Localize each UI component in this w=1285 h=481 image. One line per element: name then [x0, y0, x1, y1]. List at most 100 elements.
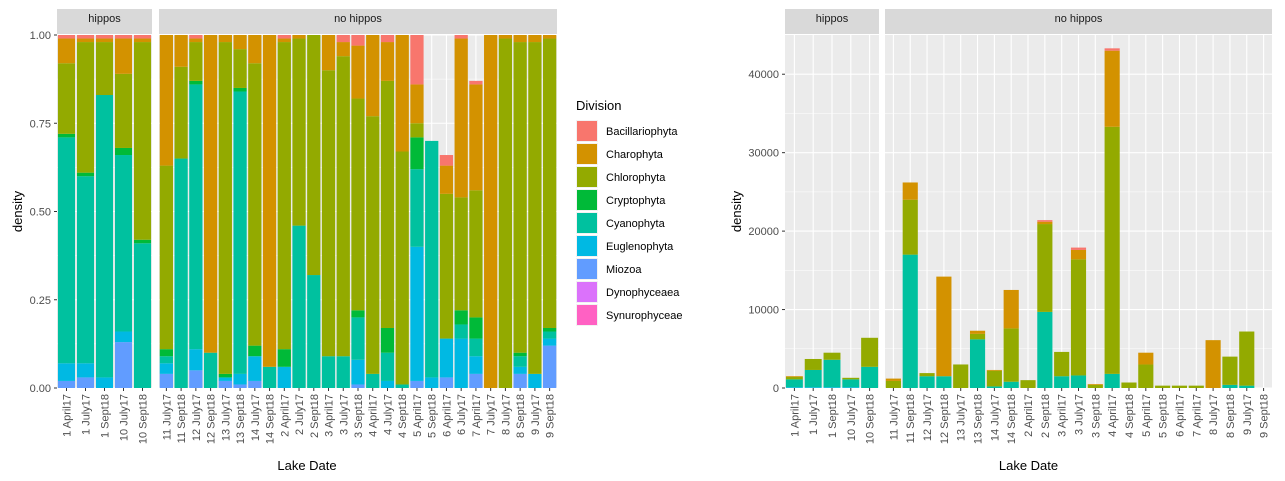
x-tick-label: 1 April17: [62, 394, 74, 437]
y-tick-label: 0.50: [30, 207, 51, 219]
bar-segment: [248, 356, 262, 381]
x-tick-label: 3 July17: [338, 394, 350, 435]
chart-2: hippos 1 April17 1 July17 1 Sept18 10 July17…: [729, 9, 1272, 473]
bar-segment: [454, 324, 468, 339]
bar-segment: [114, 73, 133, 148]
bar-segment: [542, 35, 557, 39]
bar-segment: [277, 42, 291, 350]
x-tick-label: 13 Sept18: [973, 394, 985, 444]
bar-segment: [380, 42, 395, 81]
x-tick-label: 9 July17: [530, 394, 542, 435]
bar-segment: [1104, 48, 1120, 51]
y-tick-label: 10000: [748, 305, 779, 317]
legend-label: Cyanophyta: [606, 218, 666, 230]
y-tick-label: 30000: [748, 148, 779, 160]
bar-segment: [542, 38, 557, 328]
bar-segment: [1138, 364, 1154, 388]
bar-segment: [114, 35, 133, 39]
bar-segment: [1003, 328, 1019, 382]
bar-segment: [189, 370, 203, 388]
legend-title: Division: [576, 98, 622, 113]
bar-segment: [1205, 340, 1221, 388]
legend-swatch: [577, 121, 597, 141]
legend-swatch: [577, 190, 597, 210]
x-tick-label: 1 July17: [808, 394, 820, 435]
y-axis-title: density: [729, 190, 744, 232]
bar-segment: [785, 379, 803, 388]
x-tick-label: 4 April17: [368, 394, 380, 437]
bar-segment: [986, 370, 1002, 387]
bar-segment: [159, 165, 174, 350]
x-tick-label: 9 July17: [1242, 394, 1254, 435]
bar-segment: [76, 35, 95, 39]
bar-segment: [218, 380, 232, 388]
legend-label: Dynophyceaea: [606, 287, 680, 299]
bar-segment: [439, 377, 454, 388]
bar-segment: [902, 199, 918, 255]
facet-label: hippos: [88, 13, 121, 25]
bar-segment: [410, 123, 424, 138]
x-tick-label: 8 Sept18: [515, 394, 527, 438]
bar-segment: [861, 337, 879, 367]
bar-segment: [76, 377, 95, 388]
bar-segment: [1104, 50, 1120, 127]
bar-segment: [351, 317, 365, 360]
bar-segment: [189, 349, 203, 371]
bar-segment: [277, 38, 291, 43]
bar-segment: [233, 49, 247, 88]
bar-segment: [969, 333, 986, 340]
bar-segment: [1037, 311, 1053, 388]
bar-segment: [218, 373, 232, 378]
x-tick-label: 1 April17: [789, 394, 801, 437]
bar-segment: [159, 356, 174, 364]
bar-segment: [513, 373, 527, 388]
bar-segment: [469, 317, 483, 339]
legend-label: Euglenophyta: [606, 241, 674, 253]
bar-segment: [159, 349, 174, 357]
bar-segment: [277, 349, 291, 367]
x-tick-label: 7 April17: [471, 394, 483, 437]
bar-segment: [842, 379, 860, 388]
bar-segment: [969, 330, 986, 334]
bar-segment: [248, 345, 262, 357]
bar-segment: [1003, 289, 1019, 329]
bar-segment: [410, 169, 424, 247]
x-tick-label: 6 July17: [456, 394, 468, 435]
chart-1: hippos 1 April17 1 July17 1 Sept18 10 July17…: [10, 9, 682, 473]
bar-segment: [785, 376, 803, 378]
bar-segment: [366, 35, 380, 117]
legend-label: Miozoa: [606, 264, 642, 276]
bar-segment: [919, 376, 935, 388]
bar-segment: [189, 38, 203, 43]
legend-swatch: [577, 282, 597, 302]
bar-segment: [804, 369, 822, 388]
bar-segment: [885, 380, 901, 388]
bar-segment: [986, 369, 1002, 371]
bar-segment: [351, 45, 365, 99]
x-tick-label: 5 Sept18: [1158, 394, 1170, 438]
bar-segment: [189, 42, 203, 81]
bar-segment: [953, 364, 969, 388]
bar-segment: [351, 384, 365, 388]
bar-segment: [528, 42, 542, 374]
bar-segment: [469, 84, 483, 191]
legend-swatch: [577, 213, 597, 233]
bar-segment: [233, 91, 247, 374]
bar-segment: [321, 70, 336, 357]
x-tick-label: 6 April17: [1174, 394, 1186, 437]
bar-segment: [513, 356, 527, 367]
bar-segment: [292, 35, 306, 39]
bar-segment: [95, 35, 114, 39]
bar-segment: [76, 176, 95, 364]
x-axis-title: Lake Date: [999, 458, 1058, 473]
bar-segment: [1003, 381, 1019, 388]
bar-segment: [1239, 331, 1255, 386]
y-tick-label: 0: [773, 383, 779, 395]
y-tick-label: 20000: [748, 226, 779, 238]
bar-segment: [484, 35, 498, 388]
bar-segment: [513, 35, 527, 43]
bar-segment: [76, 363, 95, 378]
x-tick-label: 11 July17: [888, 394, 900, 440]
bar-segment: [1070, 375, 1087, 388]
bar-segment: [1222, 356, 1238, 385]
